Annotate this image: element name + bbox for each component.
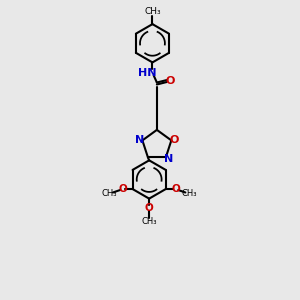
Text: N: N xyxy=(164,154,173,164)
Text: O: O xyxy=(118,184,127,194)
Text: O: O xyxy=(169,135,179,145)
Text: CH₃: CH₃ xyxy=(181,190,197,199)
Text: CH₃: CH₃ xyxy=(144,7,161,16)
Text: HN: HN xyxy=(138,68,156,78)
Text: N: N xyxy=(135,135,144,145)
Text: O: O xyxy=(166,76,175,86)
Text: O: O xyxy=(145,203,154,213)
Text: O: O xyxy=(171,184,180,194)
Text: CH₃: CH₃ xyxy=(141,217,157,226)
Text: CH₃: CH₃ xyxy=(102,190,117,199)
